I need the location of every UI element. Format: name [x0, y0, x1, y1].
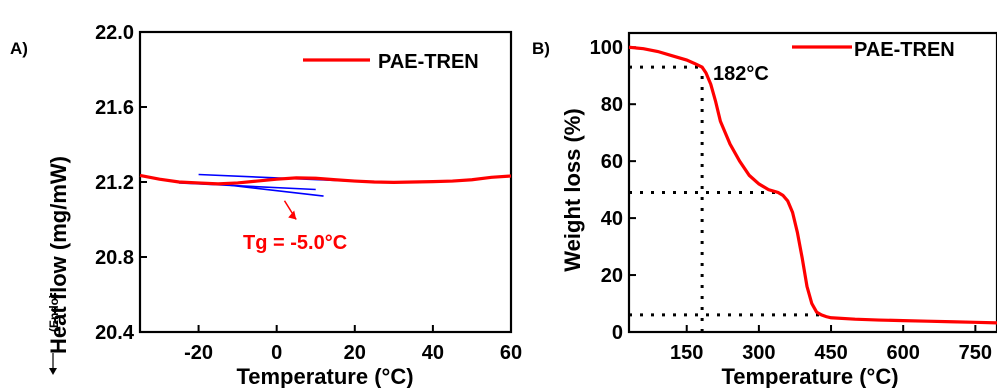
panel-b-annotation: 182°C	[713, 63, 769, 85]
y-tick-label: 22.0	[95, 22, 134, 44]
x-tick-label: 40	[422, 342, 444, 364]
panel-a-label: A)	[10, 39, 28, 58]
panel-b-label: B)	[532, 39, 550, 58]
y-tick-label: 40	[601, 208, 623, 230]
endo-arrowhead	[49, 368, 57, 375]
x-tick-label: 0	[271, 342, 282, 364]
panel-a-legend-label: PAE-TREN	[378, 51, 479, 73]
tangent-line	[218, 183, 324, 197]
y-tick-label: 21.6	[95, 97, 134, 119]
x-tick-label: 300	[742, 342, 775, 364]
y-tick-label: 100	[590, 37, 623, 59]
panel-b-legend-label: PAE-TREN	[854, 39, 955, 61]
annotation-arrowhead	[288, 210, 297, 220]
series-line-pae-tren	[628, 45, 997, 325]
x-tick-label: 20	[344, 342, 366, 364]
y-tick-label: 20	[601, 265, 623, 287]
y-tick-label: 0	[612, 322, 623, 344]
panel-a-ylabel-prefix: (Endo)	[47, 294, 61, 332]
x-tick-label: 60	[500, 342, 522, 364]
panel-a-xlabel: Temperature (°C)	[236, 364, 413, 388]
panel-a-annotation: Tg = -5.0°C	[243, 232, 347, 254]
y-tick-label: 60	[601, 151, 623, 173]
panel-a-ylabel: Heat flow (mg/mW)	[46, 156, 71, 354]
y-tick-label: 20.8	[95, 247, 134, 269]
x-tick-label: 450	[814, 342, 847, 364]
panel-b-xlabel: Temperature (°C)	[721, 364, 898, 388]
x-tick-label: 150	[670, 342, 703, 364]
y-tick-label: 80	[601, 94, 623, 116]
x-tick-label: 600	[887, 342, 920, 364]
y-tick-label: 21.2	[95, 172, 134, 194]
x-tick-label: -20	[184, 342, 213, 364]
plot-frame	[627, 31, 997, 334]
x-tick-label: 750	[959, 342, 992, 364]
y-tick-label: 20.4	[95, 322, 135, 344]
panel-b-ylabel: Weight loss (%)	[560, 108, 585, 271]
series-line-pae-tren	[139, 173, 512, 186]
